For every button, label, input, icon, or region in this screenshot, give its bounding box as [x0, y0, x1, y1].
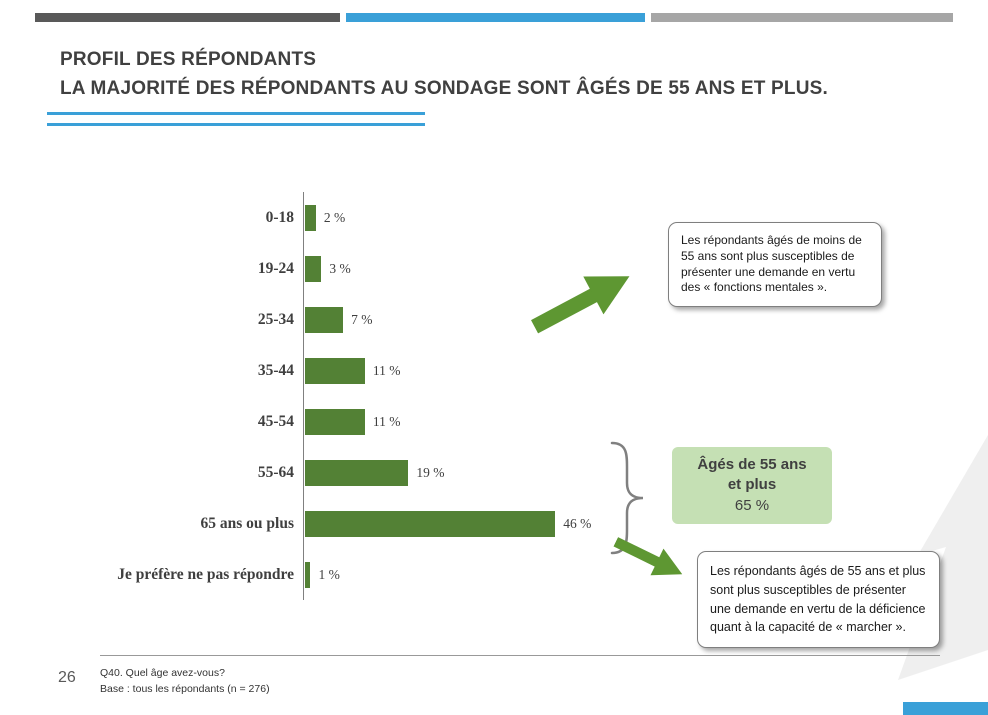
chart-row: 55-64 19 % — [58, 447, 591, 498]
highlight-line-1: Âgés de 55 ans — [697, 456, 807, 473]
category-label: 45-54 — [257, 412, 294, 430]
value-label: 2 % — [323, 209, 346, 225]
bar — [305, 510, 556, 537]
green-arrow-up-icon — [531, 276, 630, 334]
title-line-1: PROFIL DES RÉPONDANTS — [60, 49, 317, 70]
page-number: 26 — [58, 669, 76, 686]
callout-55-plus: Les répondants âgés de 55 ans et plus so… — [697, 551, 940, 648]
highlight-line-3: 65 % — [734, 496, 770, 514]
footnote-base: Base : tous les répondants (n = 276) — [100, 682, 270, 695]
callout-55-plus-text: Les répondants âgés de 55 ans et plus so… — [710, 564, 926, 635]
value-label: 3 % — [329, 260, 351, 276]
category-label: 55-64 — [257, 463, 294, 481]
top-accent-bar-gray — [651, 13, 953, 22]
title-line-2: LA MAJORITÉ DES RÉPONDANTS AU SONDAGE SO… — [60, 77, 829, 99]
chart-row: 19-24 3 % — [58, 243, 591, 294]
bar-area: 11 % — [303, 396, 400, 447]
chart-row: 0-18 2 % — [58, 192, 591, 243]
bar — [305, 561, 311, 588]
bar-area: 3 % — [303, 243, 351, 294]
slide-title: PROFIL DES RÉPONDANTS LA MAJORITÉ DES RÉ… — [60, 46, 828, 103]
bar-area: 46 % — [303, 498, 591, 549]
value-label: 11 % — [372, 362, 401, 378]
category-label: Je préfère ne pas répondre — [117, 565, 294, 583]
chart-row: 25-34 7 % — [58, 294, 591, 345]
top-accent-bar-blue — [346, 13, 645, 22]
footnote: Q40. Quel âge avez-vous? Base : tous les… — [100, 666, 270, 698]
chart-row: 45-54 11 % — [58, 396, 591, 447]
age-bar-chart: 0-18 2 % 19-24 3 % 25-34 7 % 35-44 11 % 45-54 11 … — [58, 192, 591, 600]
bar-area: 2 % — [303, 192, 345, 243]
title-underline — [47, 112, 425, 126]
category-label: 35-44 — [257, 361, 294, 379]
bar-area: 1 % — [303, 549, 340, 600]
chart-row: Je préfère ne pas répondre 1 % — [58, 549, 591, 600]
highlight-line-2: et plus — [727, 476, 777, 494]
value-label: 1 % — [318, 566, 340, 582]
value-label: 7 % — [351, 311, 373, 327]
green-arrow-down-icon — [613, 537, 683, 576]
footer-divider — [100, 655, 940, 656]
bar — [305, 357, 365, 384]
bar-area: 19 % — [303, 447, 444, 498]
bar — [305, 255, 322, 282]
value-label: 46 % — [563, 515, 592, 531]
category-label: 65 ans ou plus — [200, 514, 294, 532]
chart-rows: 0-18 2 % 19-24 3 % 25-34 7 % 35-44 11 % 45-54 11 … — [58, 192, 591, 600]
curly-brace — [610, 441, 644, 555]
bar — [305, 459, 409, 486]
callout-under-55: Les répondants âgés de moins de 55 ans s… — [668, 222, 882, 308]
bar — [305, 306, 344, 333]
callout-under-55-text: Les répondants âgés de moins de 55 ans s… — [681, 233, 862, 295]
bar-area: 7 % — [303, 294, 372, 345]
top-accent-bar-dark — [35, 13, 340, 22]
value-label: 19 % — [416, 464, 445, 480]
category-label: 0-18 — [265, 208, 294, 226]
chart-row: 35-44 11 % — [58, 345, 591, 396]
bar — [305, 408, 365, 435]
age-55-plus-box: Âgés de 55 ans et plus 65 % — [672, 447, 832, 524]
category-label: 19-24 — [257, 259, 294, 277]
bar — [305, 204, 316, 231]
bar-area: 11 % — [303, 345, 400, 396]
value-label: 11 % — [372, 413, 401, 429]
category-label: 25-34 — [257, 310, 294, 328]
bottom-right-accent-bar — [903, 702, 988, 715]
footnote-question: Q40. Quel âge avez-vous? — [100, 667, 225, 679]
chart-row: 65 ans ou plus 46 % — [58, 498, 591, 549]
